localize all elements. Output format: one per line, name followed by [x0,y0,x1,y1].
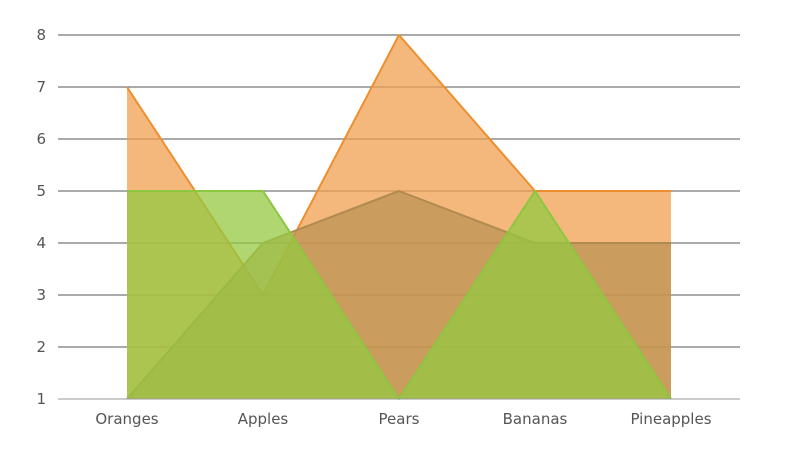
x-tick-label: Pears [379,410,420,428]
x-tick-label: Apples [238,410,289,428]
y-tick-label: 7 [36,78,46,96]
y-tick-label: 3 [36,286,46,304]
y-tick-label: 5 [36,182,46,200]
y-tick-label: 6 [36,130,46,148]
x-tick-label: Oranges [95,410,158,428]
y-tick-label: 1 [36,390,46,408]
series-3-area [127,191,671,399]
series-areas [126,34,672,400]
x-tick-label: Pineapples [630,410,711,428]
axes: 1 2 3 4 5 6 7 8 Oranges Apples Pears Bananas Pineapp… [36,26,740,428]
y-tick-label: 8 [36,26,46,44]
y-tick-label: 4 [36,234,46,252]
x-tick-label: Bananas [503,410,568,428]
y-tick-label: 2 [36,338,46,356]
